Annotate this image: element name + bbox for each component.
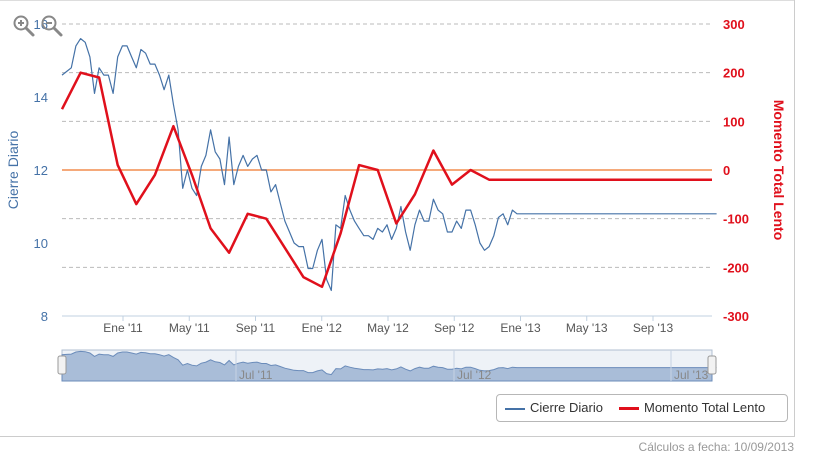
series-momento-total-lento-line [60,71,712,289]
legend-item-momento-total-lento[interactable]: Momento Total Lento [619,400,765,415]
navigator-ticks: Jul '11 Jul '12 Jul '13 [235,350,709,382]
series-cierre-diario-line [61,38,717,292]
navigator-handle-right[interactable] [707,355,717,375]
x-tick-label: Sep '13 [633,321,674,335]
legend: Cierre Diario Momento Total Lento [496,394,788,422]
legend-label-cierre-diario: Cierre Diario [530,400,603,415]
left-tick-label: 14 [34,90,48,105]
legend-swatch-cierre-diario [505,407,525,410]
right-tick-label: 100 [723,114,745,129]
legend-item-cierre-diario[interactable]: Cierre Diario [505,400,603,415]
navigator-tick-label: Jul '13 [674,368,709,382]
legend-label-momento-total-lento: Momento Total Lento [644,400,766,415]
x-tick-label: Ene '13 [500,321,541,335]
left-tick-label: 12 [34,163,48,178]
y-axis-right-label: Momento Total Lento [771,100,787,241]
right-tick-label: -100 [723,212,749,227]
x-tick-label: May '11 [169,321,210,335]
zoom-out-icon[interactable] [40,14,64,38]
right-tick-label: -200 [723,260,749,275]
navigator[interactable]: Jul '11 Jul '12 Jul '13 [57,349,717,382]
right-divider [794,0,795,437]
navigator-tick-label: Jul '11 [239,368,273,382]
y-axis-left-label: Cierre Diario [5,131,21,210]
x-tick-label: Ene '12 [302,321,343,335]
x-tick-label: May '13 [566,321,608,335]
right-tick-label: 200 [723,66,745,81]
navigator-handle-left[interactable] [57,355,67,375]
left-tick-label: 10 [34,236,48,251]
right-tick-label: 300 [723,17,745,32]
x-axis-ticks: Ene '11 May '11 Sep '11 Ene '12 May '12 Sep '… [103,316,673,335]
right-tick-label: -300 [723,309,749,324]
calculation-date: Cálculos a fecha: 10/09/2013 [638,440,794,454]
navigator-area [61,350,717,382]
top-border [0,0,795,1]
right-axis-ticks: -300 -200 -100 0 100 200 300 [723,17,749,324]
navigator-tick-label: Jul '12 [457,368,492,382]
x-tick-label: Sep '11 [236,321,276,335]
legend-swatch-momento-total-lento [619,407,639,411]
zoom-in-icon[interactable] [12,14,36,38]
x-tick-label: Sep '12 [434,321,475,335]
right-tick-label: 0 [723,163,730,178]
bottom-divider [0,436,795,437]
grid [62,23,712,317]
x-tick-label: May '12 [367,321,409,335]
x-tick-label: Ene '11 [103,321,143,335]
left-tick-label: 8 [41,309,48,324]
